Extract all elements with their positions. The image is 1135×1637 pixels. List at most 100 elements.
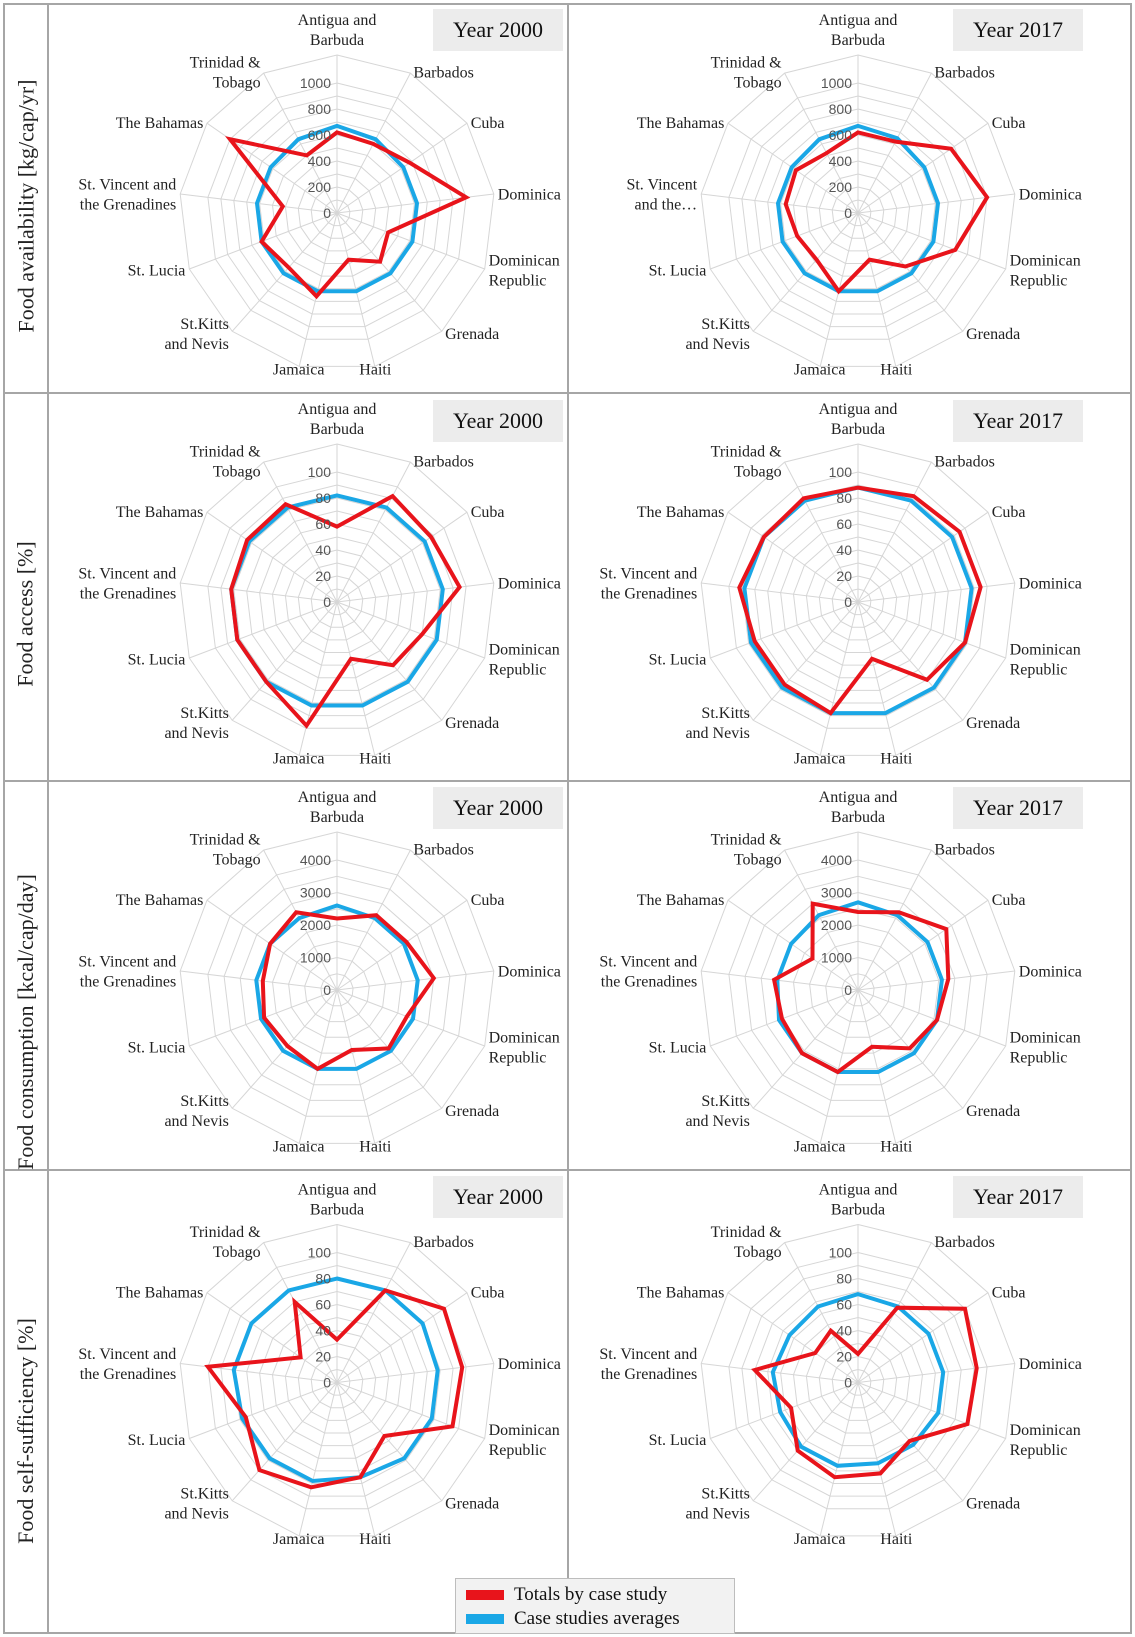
tick-label: 100 bbox=[308, 1245, 332, 1261]
spoke bbox=[784, 1242, 859, 1383]
grid-outer-ring bbox=[179, 831, 495, 1144]
legend-swatch-totals bbox=[466, 1590, 504, 1600]
category-label-line: Dominica bbox=[498, 187, 561, 204]
ylabel-self-sufficiency: Food self-sufficiency [%] bbox=[13, 1317, 39, 1544]
category-label-st-kitts-and-nevis: St.Kitts and Nevis bbox=[685, 1093, 749, 1130]
tick-label: 2000 bbox=[821, 917, 852, 933]
category-label-st-vincent-and-the-grenadines: St. Vincent and the Grenadines bbox=[78, 1346, 176, 1383]
legend-label-totals: Totals by case study bbox=[514, 1584, 668, 1605]
category-label-line: Antigua and bbox=[819, 401, 898, 418]
category-label-dominican-republic: Dominican Republic bbox=[489, 253, 560, 290]
tick-label: 800 bbox=[308, 101, 332, 117]
tick-label: 80 bbox=[836, 490, 852, 506]
legend-label-averages: Case studies averages bbox=[514, 1608, 680, 1629]
grid-ring bbox=[246, 510, 428, 691]
category-label-line: St.Kitts bbox=[180, 1485, 228, 1502]
series-averages-line bbox=[770, 1292, 946, 1468]
category-label-line: Antigua and bbox=[298, 401, 377, 418]
category-label-line: Antigua and bbox=[819, 1182, 898, 1199]
category-label-line: Tobago bbox=[213, 74, 261, 91]
category-label-line: Tobago bbox=[734, 463, 782, 480]
tick-label: 40 bbox=[315, 542, 331, 558]
category-label-line: St. Lucia bbox=[649, 1432, 707, 1449]
radar-panel-2: Year 2017 0 200 400 600 800 1000 Antigua and Bar… bbox=[626, 9, 1083, 378]
tick-label: 40 bbox=[315, 1323, 331, 1339]
category-label-grenada: Grenada bbox=[966, 715, 1020, 732]
category-label-line: Grenada bbox=[966, 1495, 1020, 1512]
category-label-line: Republic bbox=[489, 1050, 547, 1067]
category-label-line: The Bahamas bbox=[637, 115, 725, 132]
category-label-st-lucia: St. Lucia bbox=[128, 1432, 186, 1449]
category-label-line: The Bahamas bbox=[116, 1285, 204, 1302]
category-label-line: Dominica bbox=[498, 964, 561, 981]
category-label-antigua-and-barbuda: Antigua and Barbuda bbox=[298, 12, 377, 49]
category-label-line: Barbuda bbox=[310, 809, 364, 826]
tick-label: 0 bbox=[323, 594, 331, 610]
category-label-line: St. Vincent and bbox=[78, 954, 176, 971]
spoke bbox=[298, 1382, 338, 1537]
category-label-antigua-and-barbuda: Antigua and Barbuda bbox=[819, 789, 898, 826]
category-label-jamaica: Jamaica bbox=[273, 1138, 325, 1155]
category-label-line: and Nevis bbox=[685, 1113, 749, 1130]
category-label-line: Trinidad & bbox=[190, 1224, 262, 1241]
grid-ring bbox=[207, 82, 467, 340]
category-label-line: Republic bbox=[1010, 273, 1068, 290]
tick-label: 1000 bbox=[300, 950, 331, 966]
category-label-line: Dominican bbox=[1010, 642, 1081, 659]
series-averages-line bbox=[254, 123, 420, 294]
category-label-st-lucia: St. Lucia bbox=[128, 652, 186, 669]
spoke bbox=[857, 989, 1006, 1047]
category-label-st-lucia: St. Lucia bbox=[128, 263, 186, 280]
category-label-dominican-republic: Dominican Republic bbox=[489, 642, 560, 679]
spoke bbox=[206, 899, 338, 991]
year-title-box bbox=[953, 9, 1083, 51]
category-label-dominican-republic: Dominican Republic bbox=[1010, 1030, 1081, 1067]
tick-label: 200 bbox=[308, 179, 332, 195]
spoke bbox=[206, 511, 338, 603]
category-label-line: St. Vincent and bbox=[78, 1346, 176, 1363]
tick-label: 100 bbox=[829, 1245, 853, 1261]
category-label-line: Barbados bbox=[413, 841, 473, 858]
tick-label: 400 bbox=[829, 153, 853, 169]
category-label-line: The Bahamas bbox=[637, 1285, 725, 1302]
row-label-availability: Food availability [kg/cap/yr] bbox=[4, 4, 48, 408]
category-label-line: Jamaica bbox=[273, 361, 325, 378]
spoke bbox=[336, 899, 468, 991]
category-label-haiti: Haiti bbox=[359, 1531, 392, 1548]
category-label-line: Barbados bbox=[934, 64, 994, 81]
grid-ring bbox=[271, 147, 403, 277]
grid-outer-ring bbox=[700, 443, 1016, 756]
category-label-line: Barbuda bbox=[831, 809, 885, 826]
grid-ring bbox=[831, 575, 885, 628]
category-label-line: Grenada bbox=[966, 326, 1020, 343]
radar-panel-8: Year 2017 0 20 40 60 80 100 Antigua and Barbuda B… bbox=[599, 1176, 1083, 1548]
category-label-barbados: Barbados bbox=[413, 64, 473, 81]
spoke bbox=[857, 601, 1006, 659]
category-label-st-vincent-and-the-grenadines: St. Vincent and the Grenadines bbox=[599, 954, 697, 991]
spoke bbox=[857, 849, 932, 991]
category-label-line: the Grenadines bbox=[80, 974, 176, 991]
category-label-line: Republic bbox=[1010, 1050, 1068, 1067]
category-label-line: and Nevis bbox=[685, 336, 749, 353]
category-label-grenada: Grenada bbox=[445, 715, 499, 732]
category-label-line: Cuba bbox=[471, 115, 505, 132]
category-label-st-vincent-and-the: St. Vincent and the… bbox=[626, 177, 697, 214]
spoke bbox=[231, 1382, 338, 1502]
category-label-line: Dominican bbox=[489, 642, 560, 659]
category-label-cuba: Cuba bbox=[992, 504, 1026, 521]
grid-ring bbox=[271, 924, 403, 1054]
row-label-access: Food access [%] bbox=[4, 412, 48, 816]
category-label-line: The Bahamas bbox=[637, 892, 725, 909]
category-label-line: Barbados bbox=[934, 841, 994, 858]
category-label-line: and Nevis bbox=[164, 1505, 228, 1522]
category-label-haiti: Haiti bbox=[880, 1531, 913, 1548]
category-label-line: the Grenadines bbox=[80, 586, 176, 603]
category-label-line: St.Kitts bbox=[701, 1093, 749, 1110]
category-label-line: Barbados bbox=[413, 1234, 473, 1251]
category-label-line: St. Lucia bbox=[649, 652, 707, 669]
category-label-barbados: Barbados bbox=[413, 453, 473, 470]
category-label-st-vincent-and-the-grenadines: St. Vincent and the Grenadines bbox=[78, 954, 176, 991]
tick-label: 0 bbox=[323, 982, 331, 998]
category-label-trinidad-tobago: Trinidad & Tobago bbox=[711, 54, 783, 91]
spoke bbox=[231, 601, 338, 721]
